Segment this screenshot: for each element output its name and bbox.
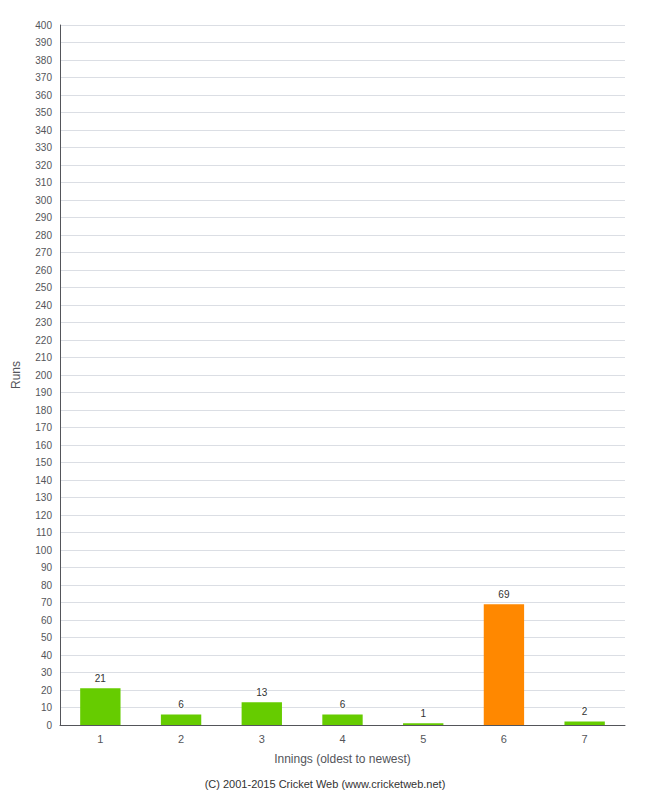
svg-text:320: 320 (35, 160, 52, 171)
svg-text:170: 170 (35, 422, 52, 433)
svg-text:140: 140 (35, 475, 52, 486)
svg-text:50: 50 (41, 632, 53, 643)
svg-text:80: 80 (41, 580, 53, 591)
svg-text:7: 7 (582, 733, 588, 745)
svg-text:190: 190 (35, 387, 52, 398)
svg-text:3: 3 (259, 733, 265, 745)
svg-text:1: 1 (97, 733, 103, 745)
svg-text:370: 370 (35, 72, 52, 83)
svg-text:340: 340 (35, 125, 52, 136)
svg-text:350: 350 (35, 107, 52, 118)
svg-text:260: 260 (35, 265, 52, 276)
svg-text:10: 10 (41, 702, 53, 713)
svg-text:5: 5 (420, 733, 426, 745)
svg-text:290: 290 (35, 212, 52, 223)
svg-text:13: 13 (256, 687, 268, 698)
svg-text:330: 330 (35, 142, 52, 153)
svg-text:20: 20 (41, 685, 53, 696)
svg-text:90: 90 (41, 562, 53, 573)
svg-text:4: 4 (339, 733, 345, 745)
svg-text:120: 120 (35, 510, 52, 521)
svg-text:30: 30 (41, 667, 53, 678)
svg-text:70: 70 (41, 597, 53, 608)
svg-text:110: 110 (36, 527, 52, 538)
svg-text:6: 6 (501, 733, 507, 745)
svg-text:1: 1 (420, 708, 426, 719)
svg-text:230: 230 (35, 317, 52, 328)
svg-text:0: 0 (46, 720, 52, 731)
svg-text:(C) 2001-2015 Cricket Web (www: (C) 2001-2015 Cricket Web (www.cricketwe… (205, 778, 446, 790)
svg-text:21: 21 (95, 673, 107, 684)
svg-text:160: 160 (35, 440, 52, 451)
svg-text:200: 200 (35, 370, 52, 381)
svg-text:300: 300 (35, 195, 52, 206)
svg-text:6: 6 (340, 699, 346, 710)
svg-text:2: 2 (178, 733, 184, 745)
svg-text:250: 250 (35, 282, 52, 293)
svg-text:130: 130 (35, 492, 52, 503)
svg-text:40: 40 (41, 650, 53, 661)
svg-text:69: 69 (498, 589, 510, 600)
svg-text:100: 100 (35, 545, 52, 556)
svg-text:60: 60 (41, 615, 53, 626)
svg-text:390: 390 (35, 37, 52, 48)
svg-text:210: 210 (35, 352, 52, 363)
svg-text:2: 2 (582, 706, 588, 717)
svg-text:150: 150 (35, 457, 52, 468)
svg-text:Innings (oldest to newest): Innings (oldest to newest) (274, 752, 411, 766)
svg-text:240: 240 (35, 300, 52, 311)
svg-text:400: 400 (35, 20, 52, 31)
svg-text:310: 310 (35, 177, 52, 188)
svg-text:280: 280 (35, 230, 52, 241)
svg-text:220: 220 (35, 335, 52, 346)
svg-text:180: 180 (35, 405, 52, 416)
svg-text:380: 380 (35, 55, 52, 66)
svg-text:6: 6 (178, 699, 184, 710)
svg-text:Runs: Runs (9, 361, 23, 389)
svg-text:360: 360 (35, 90, 52, 101)
svg-text:270: 270 (35, 247, 52, 258)
